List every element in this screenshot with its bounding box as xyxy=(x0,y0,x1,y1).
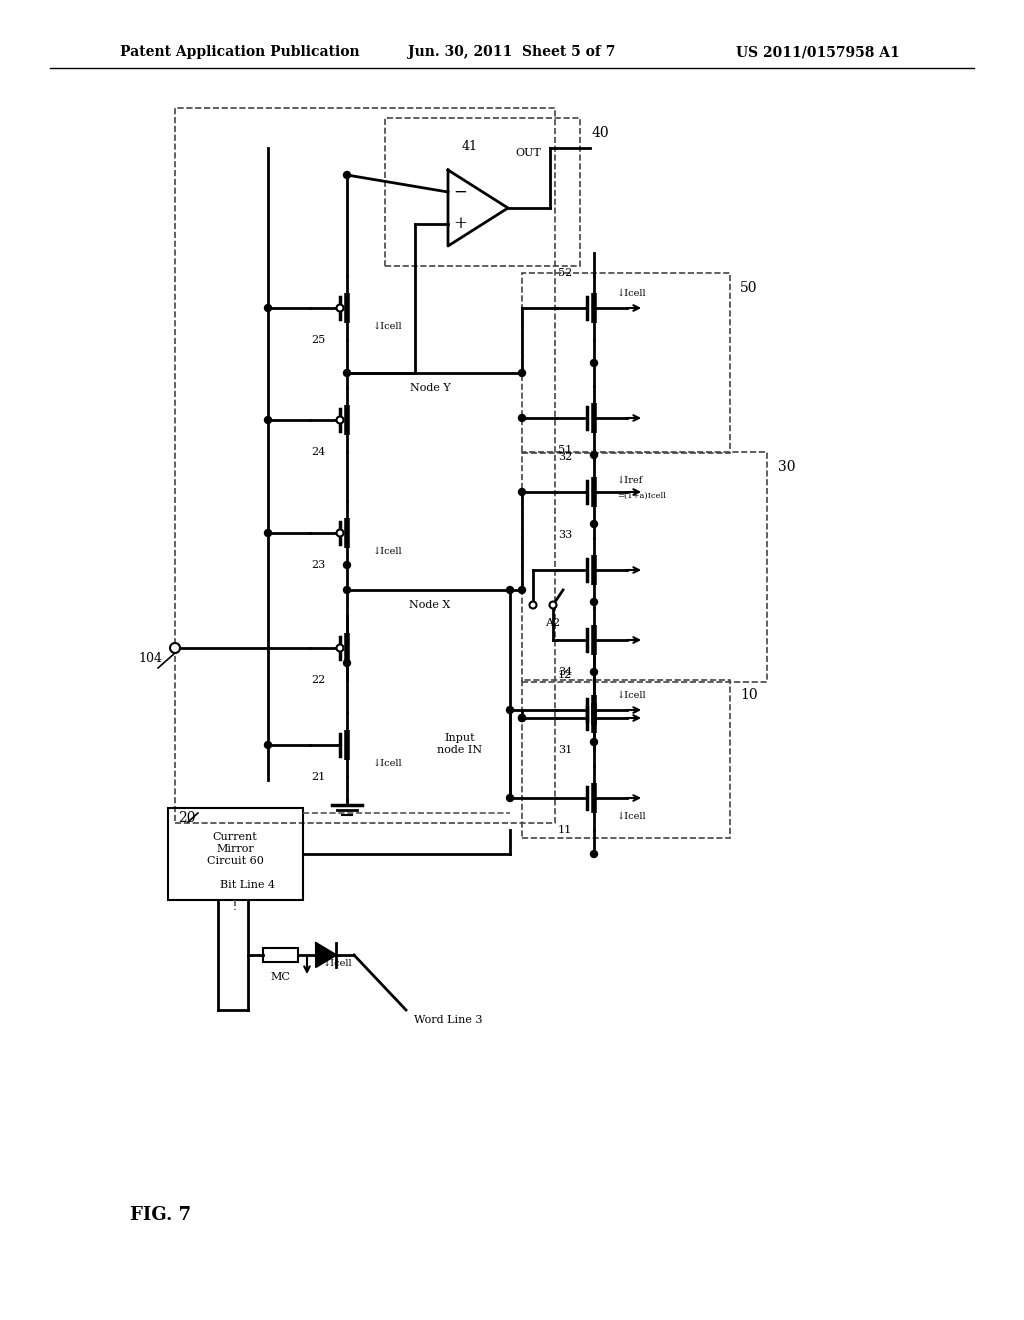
Text: 10: 10 xyxy=(740,688,758,702)
Text: Word Line 3: Word Line 3 xyxy=(414,1015,482,1026)
Circle shape xyxy=(507,586,513,594)
Text: US 2011/0157958 A1: US 2011/0157958 A1 xyxy=(736,45,900,59)
Text: 33: 33 xyxy=(558,531,572,540)
Text: A2: A2 xyxy=(546,618,560,628)
Circle shape xyxy=(337,529,343,536)
Polygon shape xyxy=(316,942,336,968)
Bar xyxy=(168,808,303,900)
Circle shape xyxy=(343,660,350,667)
Text: ↓Icell: ↓Icell xyxy=(373,322,402,330)
Text: Jun. 30, 2011  Sheet 5 of 7: Jun. 30, 2011 Sheet 5 of 7 xyxy=(409,45,615,59)
Text: −: − xyxy=(453,183,467,201)
Text: 41: 41 xyxy=(462,140,478,153)
Circle shape xyxy=(591,520,597,528)
Text: 23: 23 xyxy=(310,560,325,570)
Bar xyxy=(175,108,555,822)
Text: 11: 11 xyxy=(558,825,572,836)
Text: ↓Icell: ↓Icell xyxy=(617,812,646,821)
Text: Node Y: Node Y xyxy=(410,383,451,393)
Text: 50: 50 xyxy=(740,281,758,294)
Bar xyxy=(522,680,730,838)
Circle shape xyxy=(507,795,513,801)
Text: Bit Line 4: Bit Line 4 xyxy=(220,880,275,890)
Circle shape xyxy=(264,305,271,312)
Text: ↓Icell: ↓Icell xyxy=(617,690,646,700)
Text: Current
Mirror
Circuit 60: Current Mirror Circuit 60 xyxy=(207,833,263,866)
Circle shape xyxy=(337,644,343,652)
Text: OUT: OUT xyxy=(515,148,541,158)
Circle shape xyxy=(343,561,350,569)
Circle shape xyxy=(591,738,597,746)
Circle shape xyxy=(518,714,525,722)
Circle shape xyxy=(518,488,525,495)
Text: 52: 52 xyxy=(558,268,572,279)
Text: ↓Icell: ↓Icell xyxy=(373,759,402,767)
Text: 20: 20 xyxy=(178,810,196,825)
Text: FIG. 7: FIG. 7 xyxy=(130,1206,191,1224)
Circle shape xyxy=(591,451,597,458)
Circle shape xyxy=(337,417,343,424)
Text: 30: 30 xyxy=(778,459,796,474)
Circle shape xyxy=(343,370,350,376)
Circle shape xyxy=(591,850,597,858)
Text: 51: 51 xyxy=(558,445,572,455)
Text: Node X: Node X xyxy=(410,601,451,610)
Text: =(1+a)Icell: =(1+a)Icell xyxy=(617,492,666,500)
Bar xyxy=(522,273,730,453)
Circle shape xyxy=(264,417,271,424)
Circle shape xyxy=(518,370,525,376)
Text: 34: 34 xyxy=(558,667,572,677)
Circle shape xyxy=(591,359,597,367)
Text: 12: 12 xyxy=(558,671,572,680)
Text: 24: 24 xyxy=(310,447,325,457)
Text: Patent Application Publication: Patent Application Publication xyxy=(120,45,359,59)
Text: 40: 40 xyxy=(592,125,609,140)
Circle shape xyxy=(518,714,525,722)
Text: ↓Iref: ↓Iref xyxy=(617,475,643,484)
Circle shape xyxy=(518,414,525,421)
Text: 31: 31 xyxy=(558,744,572,755)
Circle shape xyxy=(518,586,525,594)
Text: ↓Icell: ↓Icell xyxy=(617,289,646,297)
Text: Input
node IN: Input node IN xyxy=(437,733,482,755)
Circle shape xyxy=(264,529,271,536)
Text: ↓Icell: ↓Icell xyxy=(323,958,352,968)
Text: 22: 22 xyxy=(310,675,325,685)
Circle shape xyxy=(507,706,513,714)
Text: 32: 32 xyxy=(558,451,572,462)
Circle shape xyxy=(591,598,597,606)
Text: 104: 104 xyxy=(138,652,162,664)
Text: 21: 21 xyxy=(310,772,325,781)
Text: ↓Icell: ↓Icell xyxy=(373,546,402,556)
Text: MC: MC xyxy=(270,972,290,982)
Circle shape xyxy=(550,602,556,609)
Text: 25: 25 xyxy=(310,335,325,345)
Circle shape xyxy=(337,305,343,312)
Bar xyxy=(263,948,298,962)
Circle shape xyxy=(170,643,180,653)
Text: +: + xyxy=(453,215,467,232)
Circle shape xyxy=(529,602,537,609)
Circle shape xyxy=(591,668,597,676)
Circle shape xyxy=(343,586,350,594)
Circle shape xyxy=(264,742,271,748)
Bar xyxy=(522,451,767,682)
Circle shape xyxy=(343,172,350,178)
Bar xyxy=(385,117,580,267)
